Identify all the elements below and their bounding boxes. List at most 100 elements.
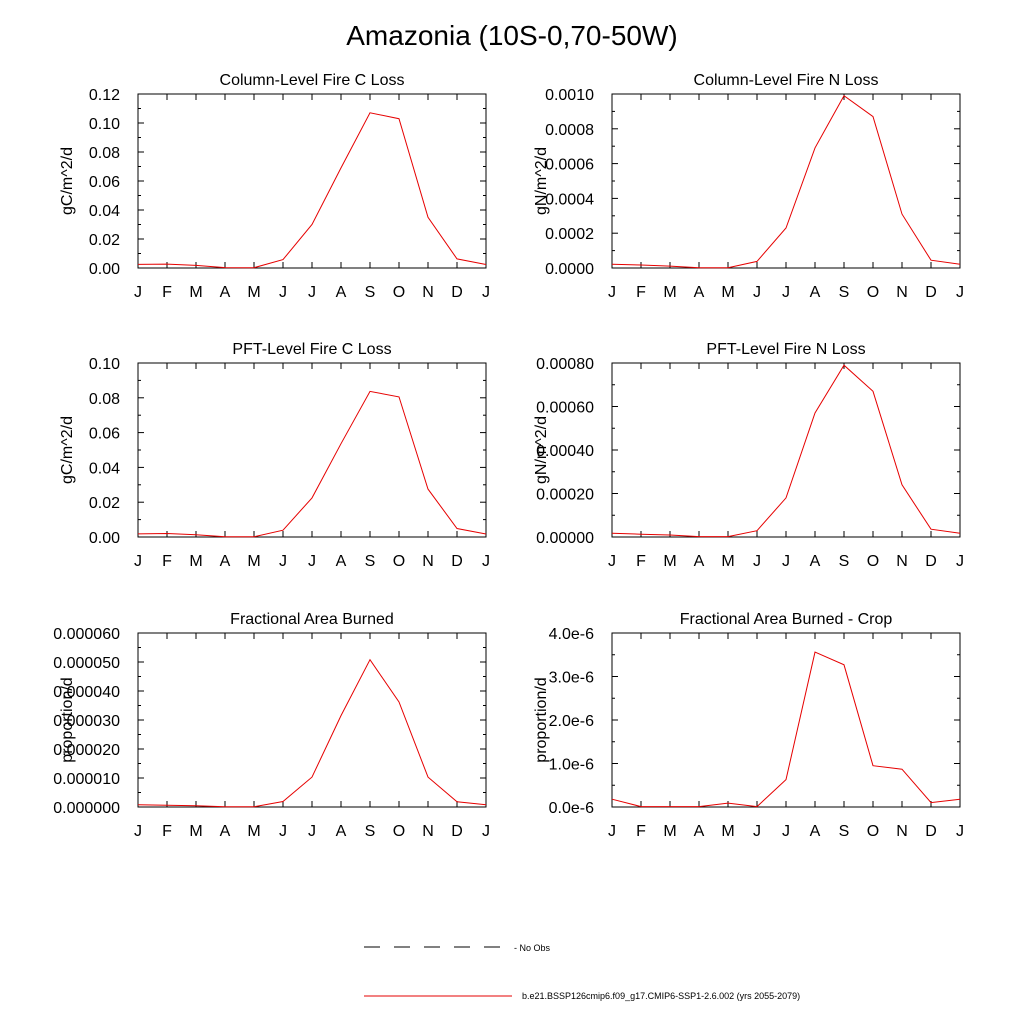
y-tick-label: 4.0e-6 (549, 626, 594, 643)
x-tick-label: M (721, 284, 734, 301)
x-tick-label: J (482, 553, 490, 570)
x-tick-label: F (636, 823, 646, 840)
x-tick-label: N (422, 284, 434, 301)
plot-frame (611, 632, 961, 808)
y-tick-label: 0.000050 (53, 655, 120, 672)
x-tick-label: A (336, 553, 347, 570)
x-tick-label: N (896, 553, 908, 570)
x-tick-label: S (839, 284, 850, 301)
y-tick-label: 0.0010 (545, 87, 594, 104)
y-tick-label: 0.00080 (536, 356, 594, 373)
x-tick-label: O (867, 553, 879, 570)
x-tick-label: J (782, 284, 790, 301)
y-tick-label: 0.10 (89, 356, 120, 373)
series-line-1 (611, 651, 961, 808)
y-tick-label: 0.04 (89, 460, 120, 477)
x-tick-label: S (365, 823, 376, 840)
series-line-1 (137, 390, 487, 538)
legend-label-no-obs: - No Obs (514, 943, 551, 953)
legend: - No Obs b.e21.BSSP126cmip6.f09_g17.CMIP6… (364, 943, 800, 1001)
x-tick-label: J (956, 823, 964, 840)
y-tick-label: 0.02 (89, 495, 120, 512)
x-tick-label: M (721, 823, 734, 840)
x-tick-label: N (422, 553, 434, 570)
x-tick-label: O (393, 553, 405, 570)
x-tick-label: D (451, 553, 463, 570)
x-tick-label: S (839, 823, 850, 840)
figure-title: Amazonia (10S-0,70-50W) (346, 20, 678, 51)
x-tick-label: D (451, 284, 463, 301)
x-tick-label: A (220, 553, 231, 570)
x-tick-label: O (867, 823, 879, 840)
y-tick-label: 0.0e-6 (549, 800, 594, 817)
y-tick-label: 0.04 (89, 203, 120, 220)
x-tick-label: N (896, 823, 908, 840)
x-tick-label: F (162, 823, 172, 840)
x-tick-label: J (753, 553, 761, 570)
y-tick-label: 0.0006 (545, 157, 594, 174)
x-tick-label: A (694, 823, 705, 840)
panel-title: Fractional Area Burned - Crop (680, 611, 893, 628)
y-tick-label: 0.00 (89, 530, 120, 547)
x-tick-label: D (925, 823, 937, 840)
x-tick-label: S (839, 553, 850, 570)
x-tick-label: F (162, 284, 172, 301)
x-tick-label: S (365, 553, 376, 570)
y-axis-label: proportion/d (59, 677, 76, 762)
x-tick-label: D (925, 284, 937, 301)
x-tick-label: J (308, 553, 316, 570)
x-tick-label: A (220, 823, 231, 840)
y-axis-label: gN/m^2/d (533, 147, 550, 215)
y-axis-label: proportion/d (533, 677, 550, 762)
y-tick-label: 1.0e-6 (549, 757, 594, 774)
x-tick-label: J (482, 823, 490, 840)
x-tick-label: J (134, 284, 142, 301)
panel-title: PFT-Level Fire C Loss (232, 341, 391, 358)
x-tick-label: J (956, 284, 964, 301)
x-tick-label: M (189, 553, 202, 570)
panel-title: Fractional Area Burned (230, 611, 394, 628)
x-tick-label: M (247, 553, 260, 570)
y-tick-label: 3.0e-6 (549, 670, 594, 687)
plot-frame (137, 632, 487, 808)
x-tick-label: J (308, 284, 316, 301)
x-tick-label: A (220, 284, 231, 301)
x-tick-label: A (694, 284, 705, 301)
x-tick-label: A (810, 284, 821, 301)
panel-title: Column-Level Fire C Loss (220, 72, 405, 89)
x-tick-label: A (336, 823, 347, 840)
x-tick-label: J (482, 284, 490, 301)
x-tick-label: M (189, 284, 202, 301)
panel-title: PFT-Level Fire N Loss (706, 341, 865, 358)
x-tick-label: J (782, 823, 790, 840)
x-tick-label: J (308, 823, 316, 840)
x-tick-label: S (365, 284, 376, 301)
y-tick-label: 0.000030 (53, 713, 120, 730)
y-tick-label: 0.06 (89, 426, 120, 443)
x-tick-label: M (663, 284, 676, 301)
y-tick-label: 0.00 (89, 261, 120, 278)
x-tick-label: M (189, 823, 202, 840)
x-tick-label: M (663, 553, 676, 570)
x-tick-label: J (279, 553, 287, 570)
x-tick-label: F (636, 553, 646, 570)
y-tick-label: 0.0000 (545, 261, 594, 278)
y-tick-label: 2.0e-6 (549, 713, 594, 730)
y-tick-label: 0.08 (89, 391, 120, 408)
x-tick-label: J (608, 553, 616, 570)
y-tick-label: 0.000020 (53, 742, 120, 759)
y-tick-label: 0.00040 (536, 443, 594, 460)
x-tick-label: M (247, 823, 260, 840)
y-tick-label: 0.10 (89, 116, 120, 133)
x-tick-label: J (753, 284, 761, 301)
y-tick-label: 0.06 (89, 174, 120, 191)
x-tick-label: J (956, 553, 964, 570)
y-tick-label: 0.08 (89, 145, 120, 162)
y-tick-label: 0.000010 (53, 771, 120, 788)
y-tick-label: 0.000060 (53, 626, 120, 643)
x-tick-label: M (247, 284, 260, 301)
